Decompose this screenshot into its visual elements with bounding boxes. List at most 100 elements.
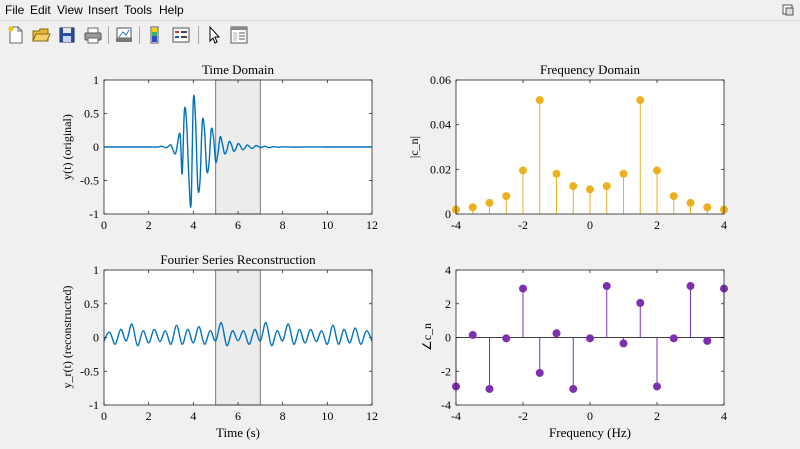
y-tick-label: 1 (93, 263, 99, 277)
stem-marker (552, 329, 561, 338)
y-axis-label: ∠c_n (420, 323, 434, 351)
stem-marker (535, 368, 544, 377)
y-axis-label: |c_n| (407, 136, 421, 158)
toolbar-separator (198, 26, 199, 44)
stem-marker (569, 182, 578, 191)
toolbar-separator (108, 26, 109, 44)
x-tick-label: -2 (518, 409, 528, 423)
figure-canvas: 0 2 4 6 8 10 12-1-0.500.51 Time Domain y(t) (o… (0, 49, 800, 449)
menu-edit[interactable]: Edit (30, 3, 51, 17)
stem-marker (669, 192, 678, 201)
stem-marker (686, 282, 695, 291)
y-tick-label: -1 (89, 398, 99, 412)
stem-marker (468, 330, 477, 339)
x-tick-label: 0 (101, 409, 107, 423)
axes-box (103, 79, 373, 215)
x-tick-label: 2 (654, 409, 660, 423)
legend-icon[interactable] (171, 25, 191, 45)
x-tick-label: 10 (321, 409, 333, 423)
axes-box (103, 269, 373, 406)
x-tick-label: 0 (101, 218, 107, 232)
x-tick-label: 4 (721, 409, 727, 423)
property-inspector-icon[interactable] (229, 25, 249, 45)
stem-marker (468, 203, 477, 212)
x-tick-label: 12 (366, 409, 378, 423)
axes-title: Frequency Domain (540, 62, 641, 77)
menu-insert[interactable]: Insert (88, 3, 119, 17)
x-tick-label: 6 (235, 218, 241, 232)
new-file-icon[interactable] (6, 25, 26, 45)
pointer-icon[interactable] (204, 25, 224, 45)
x-tick-label: 4 (721, 218, 727, 232)
x-tick-label: -4 (451, 218, 461, 232)
y-tick-label: 0.5 (84, 107, 99, 121)
stem-marker (636, 298, 645, 307)
x-tick-label: 2 (146, 218, 152, 232)
reconstruction-axes[interactable]: 0 2 4 6 8 10 12 -1 -0.5 0 0.5 1 Fourier Series Reco… (60, 252, 378, 440)
stem-marker (552, 169, 561, 178)
y-tick-label: 0.04 (430, 118, 451, 132)
x-tick-label: 2 (654, 218, 660, 232)
stem-marker (653, 382, 661, 391)
save-icon[interactable] (57, 25, 77, 45)
stem-marker (535, 96, 544, 105)
y-tick-label: 2 (445, 297, 451, 311)
x-tick-label: 4 (190, 218, 196, 232)
axes-box (455, 269, 725, 406)
y-tick-label: -0.5 (80, 364, 99, 378)
x-tick-label: -2 (518, 218, 528, 232)
series-line (104, 94, 372, 208)
x-axis-label: Time (s) (216, 425, 260, 440)
menu-tools[interactable]: Tools (124, 3, 153, 17)
frequency-magnitude-axes[interactable]: -4 -2 0 2 4 0 0.02 0.04 0.06 Frequency Domain |c… (407, 62, 728, 232)
y-tick-label: 0 (445, 207, 451, 221)
y-axis-label: y_r(t) (reconstructed) (60, 286, 74, 389)
y-tick-label: 4 (445, 263, 451, 277)
y-tick-label: 0 (445, 331, 451, 345)
stem-marker (669, 334, 678, 343)
x-tick-label: 0 (587, 218, 593, 232)
y-tick-label: 0 (93, 140, 99, 154)
x-tick-label: 8 (280, 409, 286, 423)
y-tick-label: -4 (441, 398, 451, 412)
stem-marker (502, 334, 511, 343)
axes-box (455, 79, 725, 215)
stem-marker (703, 203, 712, 212)
toolbar-separator (139, 26, 140, 44)
y-tick-label: 0.06 (430, 73, 451, 87)
stem-marker (619, 169, 628, 178)
stem-marker (502, 192, 511, 201)
y-tick-label: -0.5 (80, 174, 99, 188)
link-plot-icon[interactable] (114, 25, 134, 45)
menu-file[interactable]: File (5, 3, 25, 17)
stem-marker (569, 384, 578, 393)
stem-marker (485, 384, 494, 393)
time-domain-axes[interactable]: 0 2 4 6 8 10 12 -1 -0.5 0 0.5 1 Time Domain y(t) (o… (60, 62, 378, 232)
highlight-window (215, 269, 261, 406)
frequency-phase-axes[interactable]: -4 -2 0 2 4 -4 -2 0 2 4 ∠c_n Frequency (Hz) (420, 263, 728, 440)
toolbar (0, 20, 800, 50)
stem-marker (619, 339, 628, 348)
stem-marker (519, 284, 527, 293)
menu-help[interactable]: Help (159, 3, 184, 17)
open-folder-icon[interactable] (31, 25, 51, 45)
x-tick-label: 6 (235, 409, 241, 423)
x-tick-label: 0 (587, 409, 593, 423)
axes-title: Fourier Series Reconstruction (160, 252, 316, 267)
x-tick-label: 10 (321, 218, 333, 232)
x-tick-label: 4 (190, 409, 196, 423)
x-tick-label: -4 (451, 409, 461, 423)
stem-marker (519, 166, 527, 175)
menu-view[interactable]: View (57, 3, 83, 17)
undock-icon[interactable] (782, 4, 794, 16)
colorbar-icon[interactable] (145, 25, 165, 45)
stem-marker (586, 334, 594, 343)
x-tick-label: 8 (280, 218, 286, 232)
y-tick-label: 1 (93, 73, 99, 87)
x-tick-label: 2 (146, 409, 152, 423)
y-tick-label: 0.5 (84, 297, 99, 311)
stem-marker (686, 198, 695, 207)
x-tick-label: 12 (366, 218, 378, 232)
y-tick-label: -2 (441, 364, 451, 378)
print-icon[interactable] (83, 25, 103, 45)
